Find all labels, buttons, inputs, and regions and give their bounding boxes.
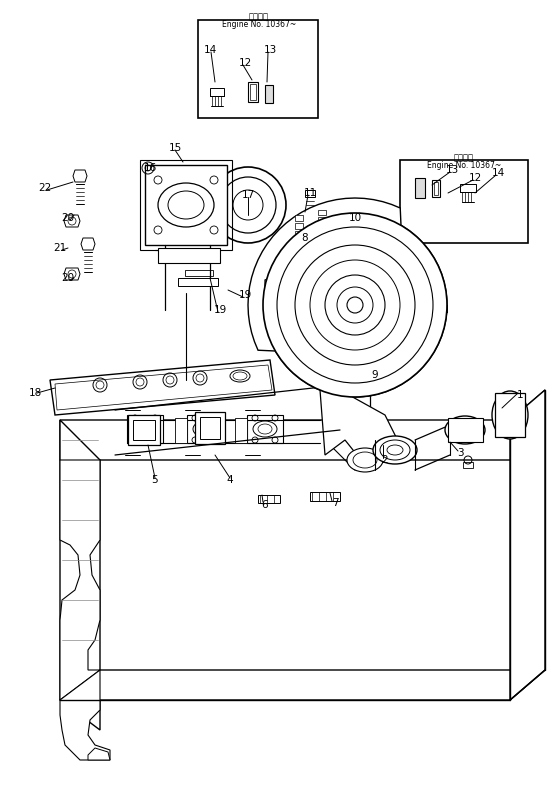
Bar — [310, 492, 340, 501]
Bar — [200, 417, 220, 439]
Bar — [133, 420, 155, 440]
Bar — [145, 165, 227, 245]
Bar — [258, 495, 280, 503]
Bar — [127, 415, 163, 443]
Ellipse shape — [380, 440, 410, 460]
Ellipse shape — [498, 398, 522, 432]
Text: 5: 5 — [152, 475, 158, 485]
Polygon shape — [60, 670, 545, 700]
Bar — [295, 239, 303, 245]
Bar — [248, 82, 258, 102]
Ellipse shape — [373, 436, 417, 464]
Text: 12: 12 — [238, 58, 252, 68]
Text: 適用号機: 適用号機 — [454, 153, 474, 162]
Polygon shape — [320, 390, 405, 465]
Bar — [318, 231, 326, 236]
Bar — [434, 182, 438, 195]
Text: 9: 9 — [372, 370, 378, 380]
Polygon shape — [50, 360, 275, 415]
Bar — [175, 418, 187, 443]
Circle shape — [325, 275, 385, 335]
Bar — [185, 270, 213, 276]
Bar — [295, 223, 303, 229]
Bar — [158, 248, 220, 263]
Circle shape — [295, 245, 415, 365]
Polygon shape — [88, 748, 110, 760]
Text: 10: 10 — [348, 213, 362, 223]
Bar — [140, 160, 232, 250]
Text: 14: 14 — [492, 168, 504, 178]
Text: 13: 13 — [445, 165, 459, 175]
Bar — [432, 180, 440, 197]
Text: 17: 17 — [242, 190, 254, 200]
Text: 21: 21 — [54, 243, 66, 253]
Ellipse shape — [452, 421, 478, 439]
Bar — [495, 393, 525, 437]
Bar — [305, 190, 315, 197]
Ellipse shape — [347, 448, 383, 472]
Polygon shape — [510, 390, 545, 700]
Bar — [415, 178, 425, 198]
Bar — [318, 217, 326, 222]
Ellipse shape — [445, 416, 485, 444]
Bar — [318, 224, 326, 229]
Polygon shape — [64, 268, 80, 280]
Text: 2: 2 — [382, 455, 388, 465]
Bar — [178, 278, 218, 286]
Circle shape — [347, 297, 363, 313]
Text: 8: 8 — [302, 233, 309, 243]
Bar — [318, 210, 326, 215]
Polygon shape — [81, 238, 95, 250]
Text: 14: 14 — [203, 45, 217, 55]
Polygon shape — [210, 88, 224, 96]
Polygon shape — [64, 215, 80, 227]
Text: 19: 19 — [213, 305, 227, 315]
Text: 22: 22 — [39, 183, 52, 193]
Bar — [463, 462, 473, 468]
Polygon shape — [248, 198, 447, 397]
Text: Engine No. 10367~: Engine No. 10367~ — [427, 161, 501, 170]
Bar — [295, 231, 303, 237]
Text: 15: 15 — [169, 143, 181, 153]
Bar — [400, 160, 528, 243]
Polygon shape — [60, 390, 545, 460]
Bar — [187, 415, 223, 443]
Polygon shape — [265, 265, 300, 315]
Text: 4: 4 — [227, 475, 233, 485]
Bar — [448, 418, 483, 442]
Text: 12: 12 — [468, 173, 482, 183]
Text: 1: 1 — [517, 390, 523, 400]
Bar — [198, 20, 318, 118]
Bar — [295, 215, 303, 221]
Text: 16: 16 — [143, 163, 157, 173]
Polygon shape — [60, 420, 100, 730]
Text: 適用号機: 適用号機 — [249, 12, 269, 21]
Text: 7: 7 — [331, 498, 338, 508]
Text: 20: 20 — [61, 213, 75, 223]
Text: 20: 20 — [61, 273, 75, 283]
Text: 13: 13 — [263, 45, 277, 55]
Bar — [195, 412, 225, 444]
Bar — [247, 415, 283, 443]
Text: 3: 3 — [456, 448, 463, 458]
Ellipse shape — [492, 391, 528, 439]
Text: 6: 6 — [262, 500, 268, 510]
Bar — [250, 84, 256, 100]
Polygon shape — [60, 670, 110, 760]
Circle shape — [263, 213, 447, 397]
Text: 11: 11 — [304, 188, 316, 198]
Polygon shape — [73, 170, 87, 182]
Text: Engine No. 10367~: Engine No. 10367~ — [222, 20, 296, 29]
Bar — [235, 418, 247, 443]
Bar — [265, 85, 273, 103]
Text: 19: 19 — [238, 290, 252, 300]
Polygon shape — [460, 184, 476, 192]
Bar — [128, 415, 160, 445]
Text: 18: 18 — [28, 388, 42, 398]
Polygon shape — [60, 460, 100, 700]
